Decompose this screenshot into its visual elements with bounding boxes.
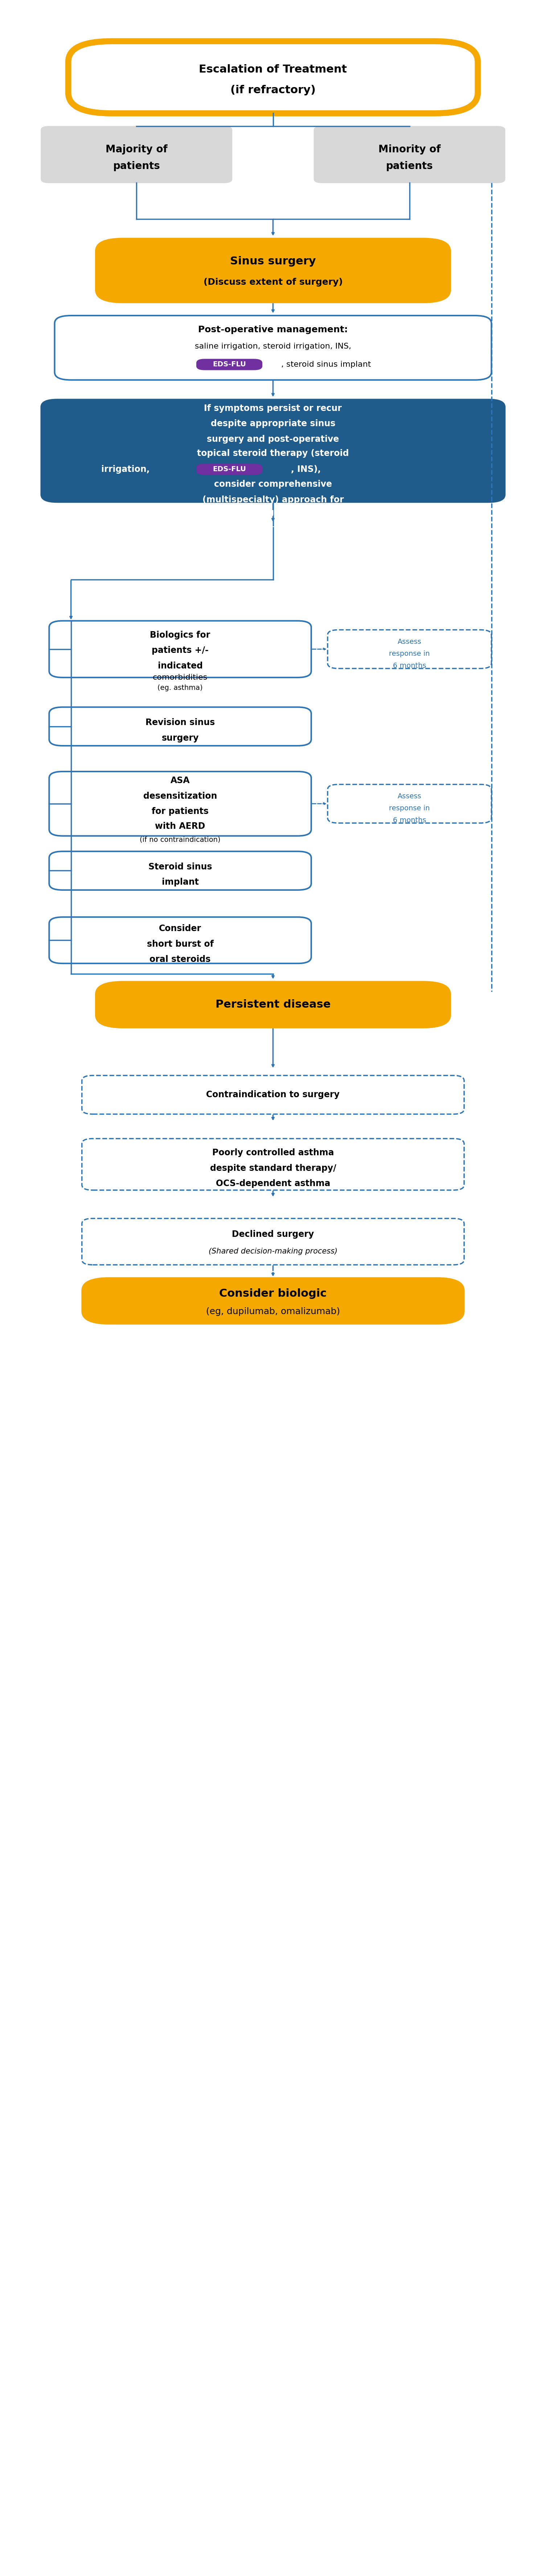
Text: patients: patients [113,162,160,170]
Text: response in: response in [389,649,430,657]
Text: EDS-FLU: EDS-FLU [212,466,246,474]
FancyBboxPatch shape [55,317,491,381]
Text: irrigation,: irrigation, [102,466,150,474]
Text: patients +/-: patients +/- [152,647,209,654]
Text: Assess: Assess [397,639,422,647]
FancyBboxPatch shape [49,621,311,677]
Text: desensitization: desensitization [143,791,217,801]
Text: Persistent disease: Persistent disease [216,999,330,1010]
Text: short burst of: short burst of [147,940,213,948]
Text: ASA: ASA [170,775,190,786]
Text: surgery and post-operative: surgery and post-operative [207,435,339,443]
Text: (eg. asthma): (eg. asthma) [158,685,203,690]
Text: Sinus surgery: Sinus surgery [230,255,316,268]
FancyBboxPatch shape [197,358,262,371]
Text: oral steroids: oral steroids [150,956,211,963]
Text: surgery: surgery [162,734,199,742]
Text: (Discuss extent of surgery): (Discuss extent of surgery) [203,278,343,286]
Text: Consider: Consider [159,925,201,933]
Text: Escalation of Treatment: Escalation of Treatment [199,64,347,75]
Text: Consider biologic: Consider biologic [219,1288,327,1298]
FancyBboxPatch shape [49,773,311,835]
FancyBboxPatch shape [49,708,311,747]
Text: 6 months: 6 months [393,817,426,824]
FancyBboxPatch shape [82,1278,464,1324]
Text: response in: response in [389,804,430,811]
Text: Declined surgery: Declined surgery [232,1231,314,1239]
Text: Assess: Assess [397,793,422,801]
Text: (eg, dupilumab, omalizumab): (eg, dupilumab, omalizumab) [206,1309,340,1316]
Text: with AERD: with AERD [155,822,205,829]
Text: (Shared decision-making process): (Shared decision-making process) [209,523,337,531]
Text: OCS-dependent asthma: OCS-dependent asthma [216,1180,330,1188]
Text: patients: patients [386,162,433,170]
Text: despite appropriate sinus: despite appropriate sinus [211,420,335,428]
Text: If symptoms persist or recur: If symptoms persist or recur [204,404,342,412]
Text: (Shared decision-making process): (Shared decision-making process) [209,1247,337,1255]
Text: EDS-FLU: EDS-FLU [212,361,246,368]
FancyBboxPatch shape [197,464,262,474]
Text: despite standard therapy/: despite standard therapy/ [210,1164,336,1172]
Text: Post-operative management:: Post-operative management: [198,325,348,335]
Text: Contraindication to surgery: Contraindication to surgery [206,1090,340,1100]
Text: saline irrigation, steroid irrigation, INS,: saline irrigation, steroid irrigation, I… [195,343,351,350]
Text: Revision sinus: Revision sinus [145,719,215,726]
Text: (if no contraindication): (if no contraindication) [140,837,221,842]
Text: implant: implant [162,878,199,886]
Text: , steroid sinus implant: , steroid sinus implant [281,361,371,368]
FancyBboxPatch shape [41,399,505,502]
Text: Biologics for: Biologics for [150,631,210,639]
Text: Steroid sinus: Steroid sinus [149,863,212,871]
FancyBboxPatch shape [96,981,450,1028]
Text: Poorly controlled asthma: Poorly controlled asthma [212,1149,334,1157]
Text: Minority of: Minority of [378,144,441,155]
Text: consider comprehensive: consider comprehensive [214,479,332,489]
Text: comorbidities: comorbidities [153,675,207,680]
FancyBboxPatch shape [314,126,505,183]
FancyBboxPatch shape [96,240,450,304]
Text: management: management [241,507,305,518]
Text: 6 months: 6 months [393,662,426,670]
Text: for patients: for patients [152,806,209,817]
FancyBboxPatch shape [49,850,311,891]
FancyBboxPatch shape [49,917,311,963]
Text: (if refractory): (if refractory) [230,85,316,95]
Text: , INS),: , INS), [291,466,321,474]
Text: topical steroid therapy (steroid: topical steroid therapy (steroid [197,448,349,459]
FancyBboxPatch shape [68,41,478,113]
FancyBboxPatch shape [41,126,232,183]
Text: Majority of: Majority of [105,144,168,155]
Text: (multispecialty) approach for: (multispecialty) approach for [203,495,343,505]
Text: indicated: indicated [158,662,203,670]
